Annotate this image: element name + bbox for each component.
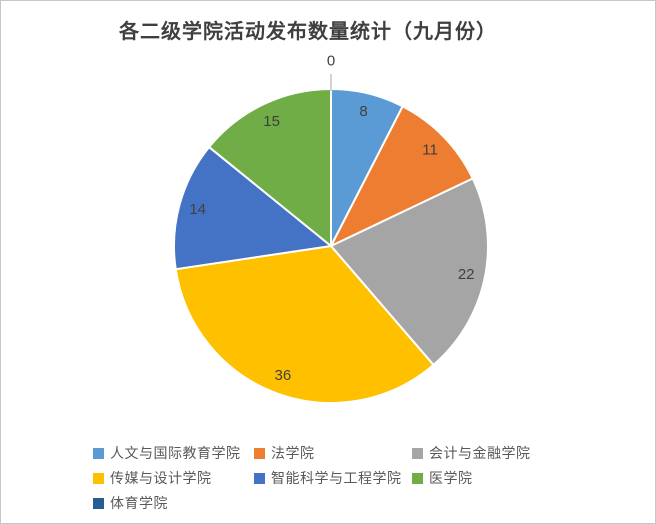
legend-item-5[interactable]: 医学院 [412,469,473,487]
legend-label: 传媒与设计学院 [110,470,212,486]
legend-marker [412,472,423,484]
legend-marker [93,497,104,509]
pie-slice-3[interactable] [174,245,435,404]
data-label: 14 [189,201,206,218]
chart-title: 各二级学院活动发布数量统计（九月份） [119,21,497,43]
pie-slice-2[interactable] [330,177,489,366]
legend-label: 体育学院 [110,495,168,511]
legend-marker [254,472,265,484]
legend-item-0[interactable]: 人文与国际教育学院 [93,444,241,462]
legend-item-2[interactable]: 会计与金融学院 [412,444,531,462]
legend-label: 人文与国际教育学院 [110,445,241,461]
legend-marker [93,472,104,484]
legend-item-3[interactable]: 传媒与设计学院 [93,469,212,487]
data-label: 8 [359,103,367,120]
pie-slice-4[interactable] [173,146,332,271]
pie-slice-5[interactable] [208,88,332,247]
data-label: 0 [327,53,335,70]
legend-label: 智能科学与工程学院 [271,470,402,486]
legend-label: 医学院 [429,470,473,486]
legend-label: 法学院 [271,445,315,461]
legend-marker [412,447,423,459]
legend-marker [254,447,265,459]
legend-label: 会计与金融学院 [429,445,531,461]
pie-slice-1[interactable] [330,105,474,247]
legend-item-6[interactable]: 体育学院 [93,494,168,512]
data-label: 22 [458,266,475,283]
data-label: 36 [275,367,292,384]
legend-item-4[interactable]: 智能科学与工程学院 [254,469,402,487]
data-label: 15 [263,113,280,130]
legend-item-1[interactable]: 法学院 [254,444,315,462]
data-label: 11 [422,141,438,158]
legend-marker [93,447,104,459]
